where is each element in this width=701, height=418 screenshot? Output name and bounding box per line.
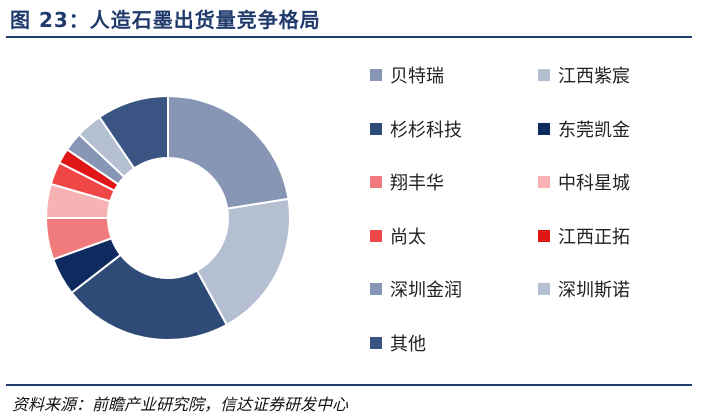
legend-item: 尚太 [370, 223, 426, 249]
source-note: 资料来源：前瞻产业研究院，信达证券研发中心 [12, 395, 349, 414]
legend-label: 尚太 [390, 226, 426, 248]
donut-slice-1 [167, 94, 290, 210]
legend-label: 其他 [390, 333, 426, 355]
legend-item: 其他 [370, 330, 426, 356]
donut-slice-3 [70, 253, 229, 341]
legend-swatch [538, 69, 550, 81]
legend-label: 江西紫宸 [558, 66, 630, 87]
legend-label: 江西正拓 [558, 226, 630, 248]
legend-swatch [370, 283, 382, 295]
legend-label: 翔丰华 [390, 173, 444, 194]
legend-item: 东莞凯金 [538, 116, 630, 142]
legend-item: 杉杉科技 [370, 116, 462, 142]
legend-item: 翔丰华 [370, 169, 444, 195]
legend-label: 贝特瑞 [390, 66, 444, 87]
legend-swatch [370, 336, 382, 349]
legend-swatch [538, 122, 550, 135]
legend-item: 深圳金润 [370, 276, 462, 302]
donut-slice-11 [98, 94, 169, 170]
legend-swatch [370, 69, 382, 81]
legend-swatch [538, 229, 550, 242]
legend-item: 中科星城 [538, 169, 630, 195]
source-divider [6, 384, 692, 386]
legend-swatch [370, 122, 382, 135]
legend-label: 深圳金润 [390, 280, 462, 301]
legend-item: 贝特瑞 [370, 62, 444, 88]
legend-swatch [370, 229, 382, 242]
legend-label: 深圳斯诺 [558, 280, 630, 301]
legend-item: 深圳斯诺 [538, 276, 630, 302]
donut-slice-2 [195, 197, 291, 327]
figure-title: 图 23：人造石墨出货量竞争格局 [10, 8, 321, 32]
legend-label: 中科星城 [558, 173, 630, 194]
legend-label: 东莞凯金 [558, 119, 630, 141]
legend-item: 江西紫宸 [538, 62, 630, 88]
legend-label: 杉杉科技 [390, 119, 462, 141]
title-divider [6, 36, 692, 38]
legend-swatch [370, 176, 382, 188]
legend-item: 江西正拓 [538, 223, 630, 249]
legend-swatch [538, 176, 550, 188]
legend-swatch [538, 283, 550, 295]
